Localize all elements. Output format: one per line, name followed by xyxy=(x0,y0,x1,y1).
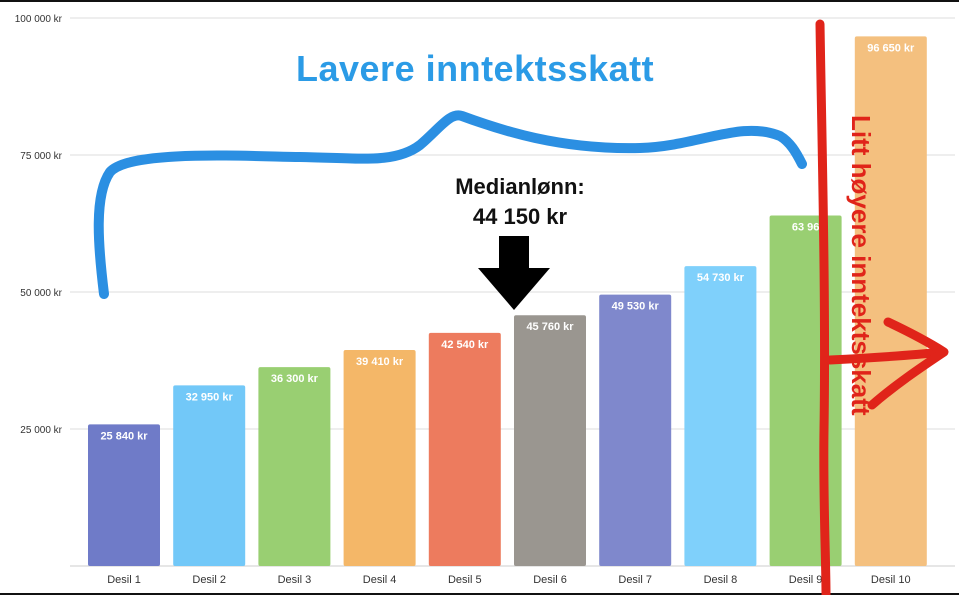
bar-value-label: 45 760 kr xyxy=(526,321,574,333)
x-category-label: Desil 1 xyxy=(107,574,141,586)
median-label: Medianlønn: xyxy=(455,174,585,199)
bar-value-label: 39 410 kr xyxy=(356,356,404,368)
bar xyxy=(343,350,416,566)
x-category-label: Desil 10 xyxy=(871,574,911,586)
bar-value-label: 32 950 kr xyxy=(186,391,234,403)
x-category-label: Desil 7 xyxy=(618,574,652,586)
bar xyxy=(769,215,842,566)
data-labels: 25 840 kr 32 950 kr 36 300 kr 39 410 kr 42 5… xyxy=(100,42,915,442)
x-category-label: Desil 9 xyxy=(789,574,823,586)
category-labels: Desil 1 Desil 2 Desil 3 Desil 4 Desil 5 Desil… xyxy=(107,574,910,586)
bar-value-label: 25 840 kr xyxy=(100,430,148,442)
bar xyxy=(684,266,757,566)
median-salary-annotation: Medianlønn: 44 150 kr xyxy=(420,172,620,232)
higher-tax-annotation: Litt høyere inntektsskatt xyxy=(846,115,876,416)
bar-value-label: 42 540 kr xyxy=(441,339,489,351)
blue-brace-stroke xyxy=(93,110,807,299)
x-category-label: Desil 8 xyxy=(704,574,738,586)
x-category-label: Desil 5 xyxy=(448,574,482,586)
y-tick-label: 25 000 kr xyxy=(20,425,62,436)
x-category-label: Desil 3 xyxy=(278,574,312,586)
bar-value-label: 63 96 xyxy=(792,221,820,233)
bar xyxy=(599,294,672,566)
y-tick-label: 100 000 kr xyxy=(15,14,63,25)
red-arrow-icon xyxy=(825,317,949,410)
bar xyxy=(514,315,586,566)
bar-value-label: 36 300 kr xyxy=(271,373,319,385)
bar xyxy=(173,385,246,566)
bar xyxy=(88,424,160,566)
red-divider-line xyxy=(815,19,831,595)
lower-tax-annotation: Lavere inntektsskatt xyxy=(296,48,655,89)
y-tick-label: 75 000 kr xyxy=(20,151,62,162)
x-category-label: Desil 6 xyxy=(533,574,567,586)
y-tick-label: 50 000 kr xyxy=(20,288,62,299)
down-arrow-icon xyxy=(478,236,550,310)
bar xyxy=(258,367,331,566)
bar-value-label: 54 730 kr xyxy=(697,272,745,284)
bar xyxy=(428,332,501,566)
x-category-label: Desil 4 xyxy=(363,574,397,586)
bar xyxy=(854,36,927,566)
median-value: 44 150 kr xyxy=(472,204,568,229)
bar-value-label: 49 530 kr xyxy=(612,301,660,313)
bar-value-label: 96 650 kr xyxy=(867,42,915,54)
x-category-label: Desil 2 xyxy=(192,574,226,586)
